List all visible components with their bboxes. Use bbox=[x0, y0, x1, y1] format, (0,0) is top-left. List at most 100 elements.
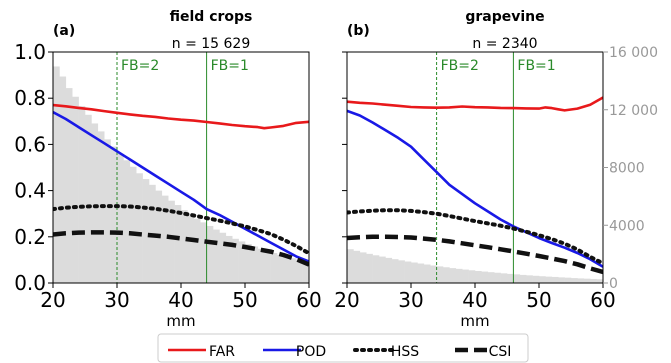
x-tick-label: 30 bbox=[104, 288, 129, 312]
histogram-bar bbox=[500, 273, 508, 283]
histogram-bar bbox=[85, 114, 92, 283]
legend-label-pod: POD bbox=[296, 344, 326, 360]
x-tick-label: 50 bbox=[232, 288, 257, 312]
histogram-bar bbox=[277, 254, 284, 283]
y-tick-label: 0.4 bbox=[14, 179, 46, 203]
histogram-bar bbox=[110, 146, 118, 283]
histogram-bar bbox=[379, 256, 386, 283]
histogram-bar bbox=[225, 235, 233, 283]
panel-a: FB=2 FB=1 20 30 40 50 60 mm 0.0 0.2 0.4 0.6 0.8 1.0 fi… bbox=[14, 9, 322, 330]
histogram-bar bbox=[507, 273, 514, 283]
histogram-bar bbox=[487, 272, 495, 283]
legend-label-far: FAR bbox=[209, 344, 235, 360]
histogram-bar bbox=[181, 210, 188, 283]
legend-label-csi: CSI bbox=[489, 344, 512, 360]
x-tick-label: 20 bbox=[334, 288, 359, 312]
series-line-hss bbox=[53, 204, 309, 256]
histogram-bar bbox=[117, 153, 124, 283]
histogram-bar bbox=[455, 268, 463, 283]
histogram-bar bbox=[430, 265, 437, 283]
histogram-bar bbox=[136, 173, 143, 283]
histogram-bar bbox=[161, 195, 169, 283]
histogram-bar bbox=[596, 279, 603, 283]
legend-label-hss: HSS bbox=[391, 344, 419, 360]
histogram-bar bbox=[72, 96, 79, 283]
y-tick-label: 0.6 bbox=[14, 132, 46, 156]
histogram-bar bbox=[398, 260, 405, 283]
secondary-y-tick-label: 0 bbox=[609, 276, 618, 292]
histogram-bar bbox=[65, 88, 73, 283]
series-line-csi bbox=[53, 230, 309, 267]
histogram-bar bbox=[59, 76, 67, 283]
histogram-bar bbox=[404, 261, 412, 283]
histogram-bar bbox=[564, 277, 572, 283]
series-line-pod bbox=[53, 110, 309, 263]
histogram-bar bbox=[359, 252, 367, 283]
x-tick-label: 30 bbox=[398, 288, 423, 312]
x-axis-label: mm bbox=[460, 312, 489, 330]
legend: FAR POD HSS CSI bbox=[157, 333, 529, 363]
histogram-bar bbox=[391, 259, 399, 283]
histogram-bar bbox=[411, 262, 418, 283]
secondary-y-tick-label: 4000 bbox=[609, 218, 645, 234]
histogram-bar bbox=[238, 241, 246, 283]
histogram-bar bbox=[475, 271, 482, 283]
histogram-bar bbox=[539, 276, 546, 283]
histogram-bar bbox=[519, 274, 527, 283]
histogram-bar bbox=[296, 259, 303, 283]
secondary-y-tick-label: 16 000 bbox=[609, 45, 658, 61]
series-line-far bbox=[53, 103, 309, 130]
histogram-bar bbox=[187, 214, 195, 283]
histogram-bar bbox=[302, 261, 309, 283]
histogram-bar bbox=[577, 278, 585, 283]
histogram-bar bbox=[193, 218, 201, 283]
histogram-bar bbox=[353, 250, 361, 283]
histogram-bar bbox=[372, 255, 380, 283]
histogram-bar bbox=[494, 272, 501, 283]
x-tick-label: 50 bbox=[526, 288, 551, 312]
panel-title: grapevine bbox=[465, 9, 544, 25]
histogram-bar bbox=[232, 238, 239, 283]
x-tick-label: 60 bbox=[590, 288, 615, 312]
y-tick-label: 0.8 bbox=[14, 86, 46, 110]
panel-subtitle: n = 15 629 bbox=[172, 36, 251, 52]
histogram-bar bbox=[78, 106, 86, 283]
histogram-bar bbox=[558, 277, 565, 283]
panel-title: field crops bbox=[170, 9, 253, 25]
histogram-bar bbox=[168, 200, 175, 283]
series-line-far bbox=[347, 96, 603, 112]
histogram-bar bbox=[583, 278, 591, 283]
panel-label: (b) bbox=[347, 23, 370, 39]
histogram-bar bbox=[219, 232, 227, 283]
threshold-label: FB=1 bbox=[517, 58, 555, 74]
histogram-bar bbox=[283, 256, 291, 283]
x-axis-label: mm bbox=[166, 312, 195, 330]
series-line-csi bbox=[347, 234, 603, 275]
x-tick-label: 40 bbox=[462, 288, 487, 312]
histogram-bar bbox=[347, 249, 354, 283]
threshold-label: FB=1 bbox=[211, 58, 249, 74]
histogram-bar bbox=[526, 275, 533, 283]
histogram-bar bbox=[270, 252, 278, 283]
histogram-bar bbox=[257, 248, 265, 283]
histogram-bar bbox=[462, 269, 469, 283]
histogram-bar bbox=[129, 166, 137, 283]
series-group bbox=[53, 103, 309, 267]
histogram-bar bbox=[385, 257, 393, 283]
histogram bbox=[347, 249, 603, 283]
histogram-bar bbox=[91, 123, 99, 283]
histogram-bar bbox=[532, 275, 540, 283]
series-group bbox=[347, 96, 603, 275]
histogram-bar bbox=[213, 229, 220, 283]
histogram-bar bbox=[590, 278, 597, 283]
histogram-bar bbox=[443, 267, 450, 283]
x-tick-label: 60 bbox=[296, 288, 321, 312]
histogram-bar bbox=[417, 263, 425, 283]
series-line-hss bbox=[347, 208, 603, 266]
legend-box bbox=[157, 333, 529, 363]
histogram-bar bbox=[436, 266, 444, 283]
histogram-bar bbox=[366, 253, 373, 283]
histogram-bar bbox=[206, 225, 214, 283]
histogram-bar bbox=[551, 276, 559, 283]
